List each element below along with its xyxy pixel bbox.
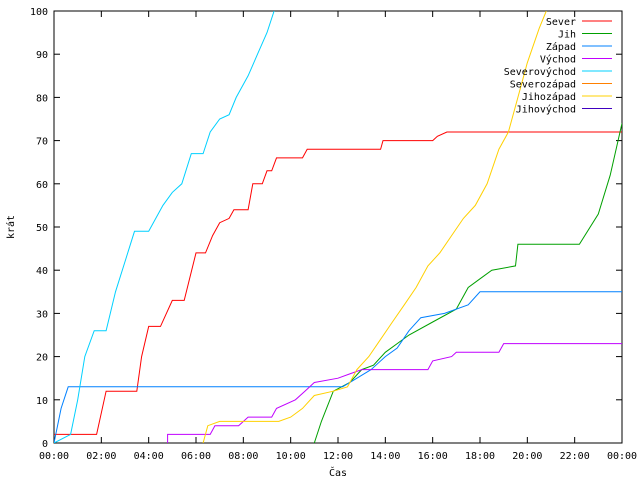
x-tick-label: 04:00	[134, 451, 164, 462]
x-tick-label: 20:00	[512, 451, 542, 462]
y-tick-label: 30	[36, 309, 48, 320]
legend: Sever JihZápadVýchodSeverovýchodSeverozáp…	[504, 17, 612, 116]
y-tick-label: 50	[36, 223, 48, 234]
y-tick-label: 70	[36, 137, 48, 148]
series-line-3	[167, 343, 622, 443]
legend-label: Severovýchod	[504, 66, 576, 78]
legend-label: Jihovýchod	[516, 104, 576, 116]
legend-label: Sever	[546, 17, 576, 28]
series-line-1	[313, 123, 622, 443]
x-tick-label: 18:00	[465, 451, 495, 462]
y-tick-label: 40	[36, 266, 48, 277]
y-tick-label: 60	[36, 180, 48, 191]
y-tick-label: 20	[36, 353, 48, 364]
legend-label: Severozápad	[510, 79, 576, 91]
series-line-0	[54, 131, 622, 435]
series-line-4	[54, 11, 275, 443]
legend-label: Východ	[540, 54, 576, 66]
x-tick-label: 14:00	[370, 451, 400, 462]
y-tick-label: 80	[36, 93, 48, 104]
legend-label: Jih	[558, 30, 576, 41]
x-tick-label: 00:00	[39, 451, 69, 462]
legend-label: Západ	[546, 41, 576, 53]
x-tick-label: 02:00	[86, 451, 116, 462]
y-axis: 0 10 20 30 40 50 60 70 80 90 100	[30, 7, 622, 450]
series-line-6	[202, 11, 547, 443]
series-layer	[54, 11, 622, 443]
y-tick-label: 0	[42, 439, 48, 450]
y-axis-label: krát	[5, 215, 17, 239]
x-tick-label: 10:00	[276, 451, 306, 462]
x-tick-label: 00:00	[607, 451, 637, 462]
y-tick-label: 90	[36, 50, 48, 61]
x-tick-label: 12:00	[323, 451, 353, 462]
y-tick-label: 100	[30, 7, 48, 18]
x-axis: 00:00 02:00 04:00 06:00 08:00 10:00 12:00 14:00…	[39, 11, 637, 462]
legend-label: Jihozápad	[522, 91, 576, 103]
series-line-2	[54, 291, 622, 443]
x-tick-label: 16:00	[418, 451, 448, 462]
x-axis-label: Čas	[329, 466, 347, 479]
y-tick-label: 10	[36, 396, 48, 407]
x-tick-label: 08:00	[228, 451, 258, 462]
x-tick-label: 22:00	[560, 451, 590, 462]
x-tick-label: 06:00	[181, 451, 211, 462]
